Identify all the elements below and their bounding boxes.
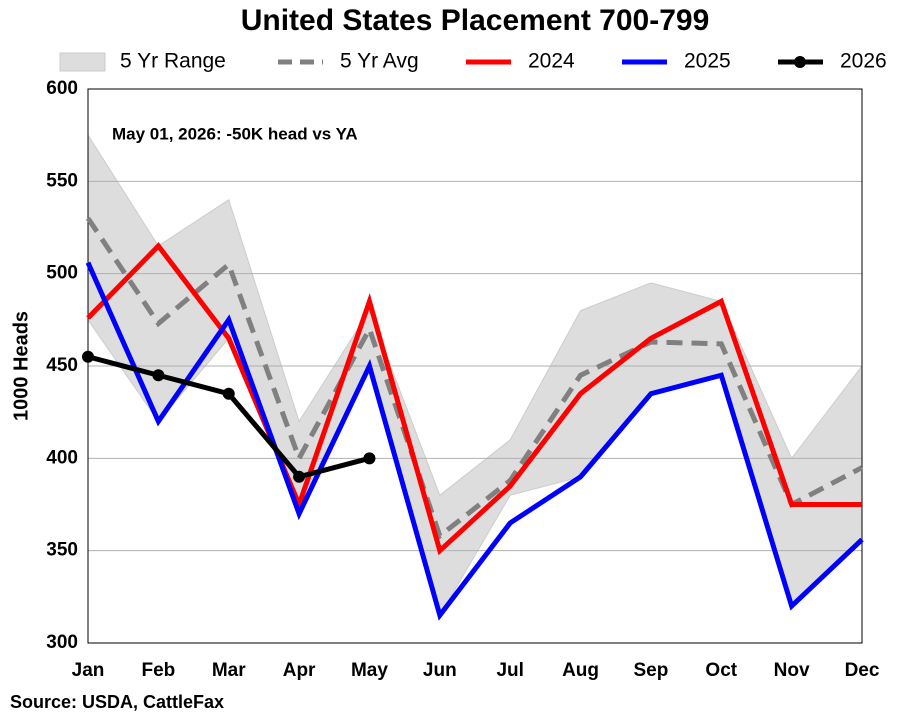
series-marker: [363, 452, 376, 465]
y-tick-label: 600: [46, 78, 78, 99]
plot-frame: [87, 88, 863, 644]
y-axis-label: 1000 Heads: [10, 311, 32, 421]
x-tick-label: May: [351, 660, 388, 681]
x-tick-label: Nov: [774, 660, 810, 681]
y-tick-label: 300: [46, 632, 78, 653]
chart-title: United States Placement 700-799: [241, 4, 710, 37]
series-line: [85, 261, 864, 621]
x-tick-label: Jul: [496, 660, 523, 681]
y-tick-label: 400: [46, 447, 78, 468]
x-tick-label: Jun: [423, 660, 457, 681]
series-marker: [82, 350, 94, 363]
x-tick-label: Aug: [562, 660, 599, 681]
y-tick-label: 500: [46, 263, 78, 284]
legend-label: 5 Yr Avg: [340, 50, 419, 73]
series-marker: [222, 387, 235, 400]
annotation: May 01, 2026: -50K head vs YA: [112, 124, 358, 143]
x-tick-label: Apr: [283, 660, 316, 681]
x-tick-label: Sep: [633, 660, 668, 681]
legend-label: 5 Yr Range: [120, 50, 226, 73]
x-tick-label: Dec: [845, 660, 880, 681]
x-tick-label: Mar: [212, 660, 246, 681]
series-line: [86, 242, 862, 556]
y-tick-label: 350: [46, 540, 78, 561]
legend-label: 2024: [528, 50, 575, 73]
x-tick-label: Oct: [705, 660, 737, 681]
x-tick-label: Feb: [141, 660, 175, 681]
legend-swatch: [59, 52, 106, 72]
y-tick-label: 450: [46, 355, 78, 376]
series-marker: [293, 470, 306, 483]
series-line: [85, 216, 864, 541]
series-marker: [152, 369, 165, 382]
x-tick-label: Jan: [72, 660, 105, 681]
legend-label: 2025: [684, 50, 731, 73]
legend-marker: [794, 56, 806, 68]
y-tick-label: 550: [46, 170, 78, 191]
legend-label: 2026: [840, 50, 887, 73]
source: Source: USDA, CattleFax: [10, 692, 224, 712]
